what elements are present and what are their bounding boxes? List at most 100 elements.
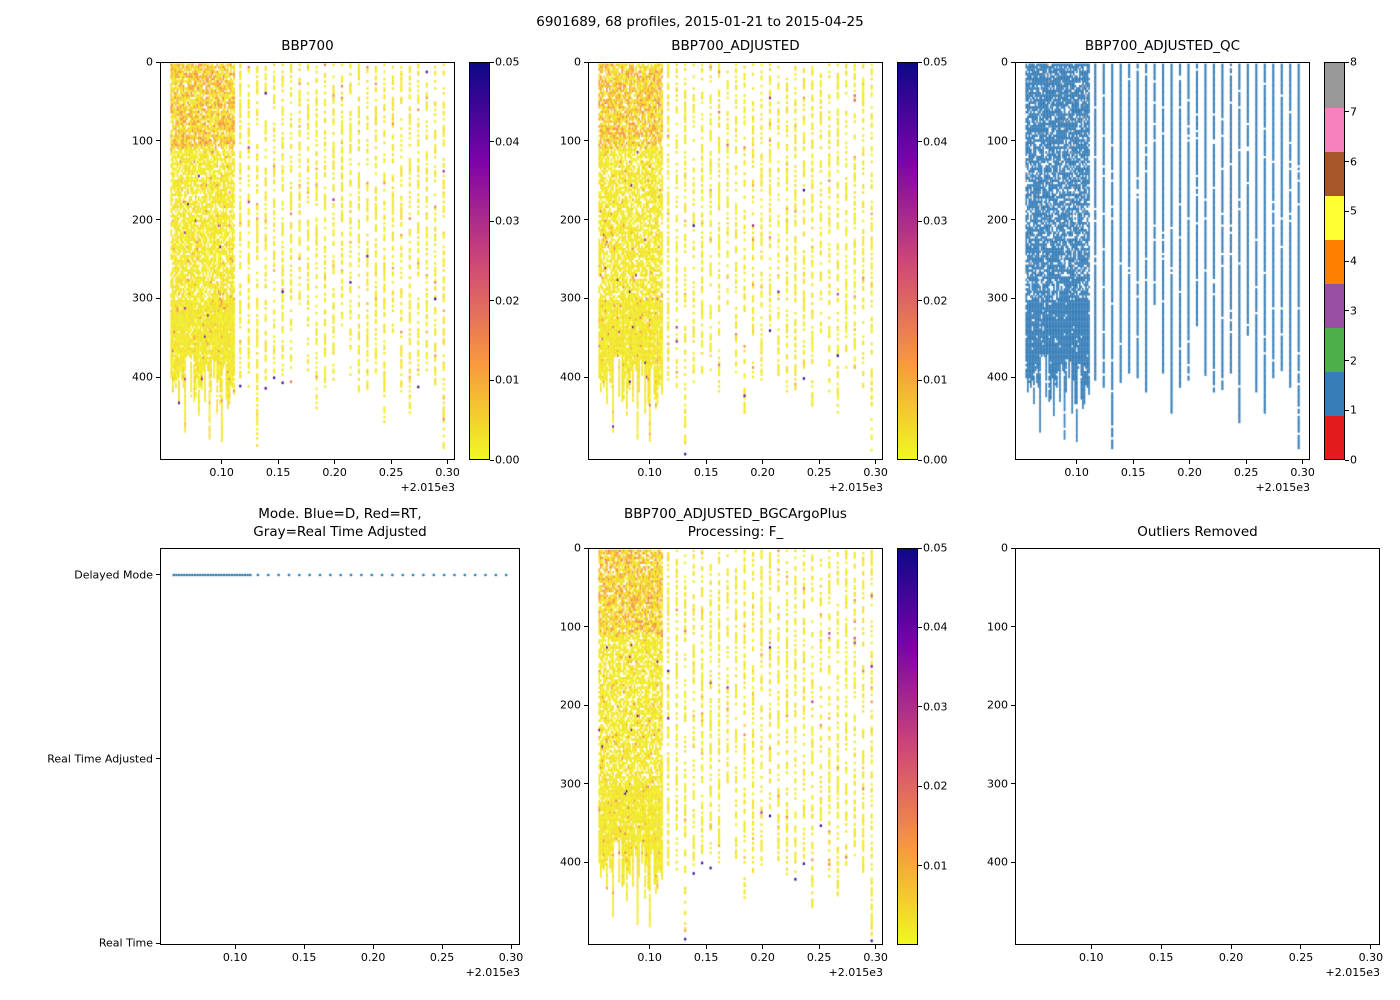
y-category-label: Real Time Adjusted xyxy=(47,752,153,766)
x-tickmark xyxy=(1189,460,1191,464)
qc-color-segment-4 xyxy=(1325,239,1344,284)
cb-tick-label: 3 xyxy=(1350,304,1357,318)
y-tick-label: 100 xyxy=(560,620,581,634)
x-tick-label: 0.15 xyxy=(1120,466,1146,479)
x-tickmark xyxy=(447,460,449,464)
qc-color-segment-6 xyxy=(1325,151,1344,196)
x-tickmark xyxy=(334,460,336,464)
x-tickmark xyxy=(234,945,236,949)
x-tickmark xyxy=(875,460,877,464)
colorbar-gradient xyxy=(1324,62,1345,460)
y-tick-label: 300 xyxy=(987,777,1008,791)
x-tick-label: 0.25 xyxy=(1233,466,1259,479)
y-tick-label: 100 xyxy=(987,134,1008,148)
cb-tick-label: 5 xyxy=(1350,204,1357,218)
y-tickmark xyxy=(584,140,588,142)
x-tick-label: 0.30 xyxy=(1358,951,1384,964)
colorbar-bbp700: 0.00 0.01 0.02 0.03 0.04 0.05 xyxy=(469,56,520,467)
cb-tick-label: 0.04 xyxy=(495,135,520,149)
x-axis-offset-label: +2.015e3 xyxy=(828,966,883,979)
qc-color-segment-2 xyxy=(1325,327,1344,372)
cb-tick-label: 0.03 xyxy=(495,214,520,228)
plot-title-outliers-removed: Outliers Removed xyxy=(1137,523,1258,540)
x-tick-label: 0.25 xyxy=(1288,951,1314,964)
cb-tickmark xyxy=(490,300,494,302)
qc-color-segment-5 xyxy=(1325,195,1344,240)
x-axis-offset-label: +2.015e3 xyxy=(400,481,455,494)
x-tickmark xyxy=(303,945,305,949)
y-tick-label: 200 xyxy=(987,213,1008,227)
cb-tickmark xyxy=(1345,111,1349,113)
cb-tick-label: 6 xyxy=(1350,155,1357,168)
qc-color-segment-3 xyxy=(1325,283,1344,328)
cb-tick-label: 0.00 xyxy=(923,453,948,467)
x-tick-label: 0.30 xyxy=(435,466,460,479)
x-tick-label: 0.30 xyxy=(863,951,888,964)
x-tickmark xyxy=(1230,945,1232,949)
y-tick-label: 100 xyxy=(132,134,153,148)
cb-tickmark xyxy=(918,706,922,708)
plot-area-bbp700-adjusted-qc xyxy=(1015,62,1310,460)
x-tick-label: 0.25 xyxy=(378,466,404,479)
plot-title-bbp700-adjusted: BBP700_ADJUSTED xyxy=(671,37,800,54)
y-tick-label: 400 xyxy=(560,855,581,869)
y-tickmark xyxy=(584,219,588,221)
x-tick-label: 0.30 xyxy=(498,951,524,964)
y-tickmark xyxy=(1011,626,1015,628)
subplot-bbp700-adjusted-bgcargoplus: BBP700_ADJUSTED_BGCArgoPlus Processing: … xyxy=(560,506,888,979)
cb-tick-label: 0.01 xyxy=(923,373,948,387)
cb-tick-label: 0.04 xyxy=(923,135,948,149)
y-tickmark xyxy=(156,140,160,142)
x-tick-label: 0.10 xyxy=(1064,466,1089,479)
x-tickmark xyxy=(875,945,877,949)
y-tickmark xyxy=(1011,219,1015,221)
cb-tickmark xyxy=(918,547,922,549)
x-tickmark xyxy=(277,460,279,464)
y-tickmark xyxy=(1011,547,1015,549)
cb-tickmark xyxy=(918,785,922,787)
plot-area-outliers-removed xyxy=(1015,548,1380,945)
x-tickmark xyxy=(1160,945,1162,949)
plot-area-bbp700-adjusted-bgcargoplus xyxy=(588,548,883,945)
x-tickmark xyxy=(705,945,707,949)
cb-tick-label: 0.01 xyxy=(923,859,948,873)
subplot-bbp700-adjusted: BBP700_ADJUSTED 0.10 0.15 0.20 0.25 0.30 +2.0… xyxy=(560,38,888,494)
cb-tickmark xyxy=(1345,459,1349,461)
x-axis-offset-label: +2.015e3 xyxy=(828,481,883,494)
cb-tickmark xyxy=(490,459,494,461)
y-tickmark xyxy=(1011,783,1015,785)
x-tickmark xyxy=(1245,460,1247,464)
cb-tickmark xyxy=(1345,260,1349,262)
cb-tickmark xyxy=(1345,409,1349,411)
cb-tick-label: 0.02 xyxy=(923,779,948,793)
x-tickmark xyxy=(1090,945,1092,949)
subplot-bbp700: BBP700 0.10 0.15 0.20 0.25 0.30 +2.015e3 0 100 2… xyxy=(132,38,460,494)
qc-color-segment-8 xyxy=(1325,63,1344,108)
x-tick-label: 0.20 xyxy=(750,466,775,479)
cb-tick-label: 0.03 xyxy=(923,700,948,714)
x-tick-label: 0.15 xyxy=(1148,951,1174,964)
x-tickmark xyxy=(649,460,651,464)
y-tickmark xyxy=(156,758,160,760)
x-tick-label: 0.15 xyxy=(291,951,317,964)
y-tick-label: 200 xyxy=(560,698,581,712)
cb-tickmark xyxy=(918,220,922,222)
cb-tickmark xyxy=(918,379,922,381)
x-axis-offset-label: +2.015e3 xyxy=(465,966,520,979)
y-tick-label: 0 xyxy=(146,55,153,69)
x-tickmark xyxy=(1300,945,1302,949)
cb-tick-label: 0 xyxy=(1350,453,1357,467)
plot-area-bbp700 xyxy=(160,62,455,460)
y-tickmark xyxy=(1011,61,1015,63)
cb-tick-label: 2 xyxy=(1350,354,1357,367)
y-tickmark xyxy=(584,297,588,299)
y-tick-label: 0 xyxy=(574,55,581,69)
y-tick-label: 0 xyxy=(1001,55,1008,69)
x-tickmark xyxy=(1132,460,1134,464)
subplot-outliers-removed: Outliers Removed 0.10 0.15 0.20 0.25 0.30 +2.… xyxy=(987,524,1383,979)
y-tick-label: 0 xyxy=(574,541,581,555)
y-tick-label: 400 xyxy=(987,370,1008,384)
x-tickmark xyxy=(1370,945,1372,949)
x-tick-label: 0.20 xyxy=(1218,951,1244,964)
